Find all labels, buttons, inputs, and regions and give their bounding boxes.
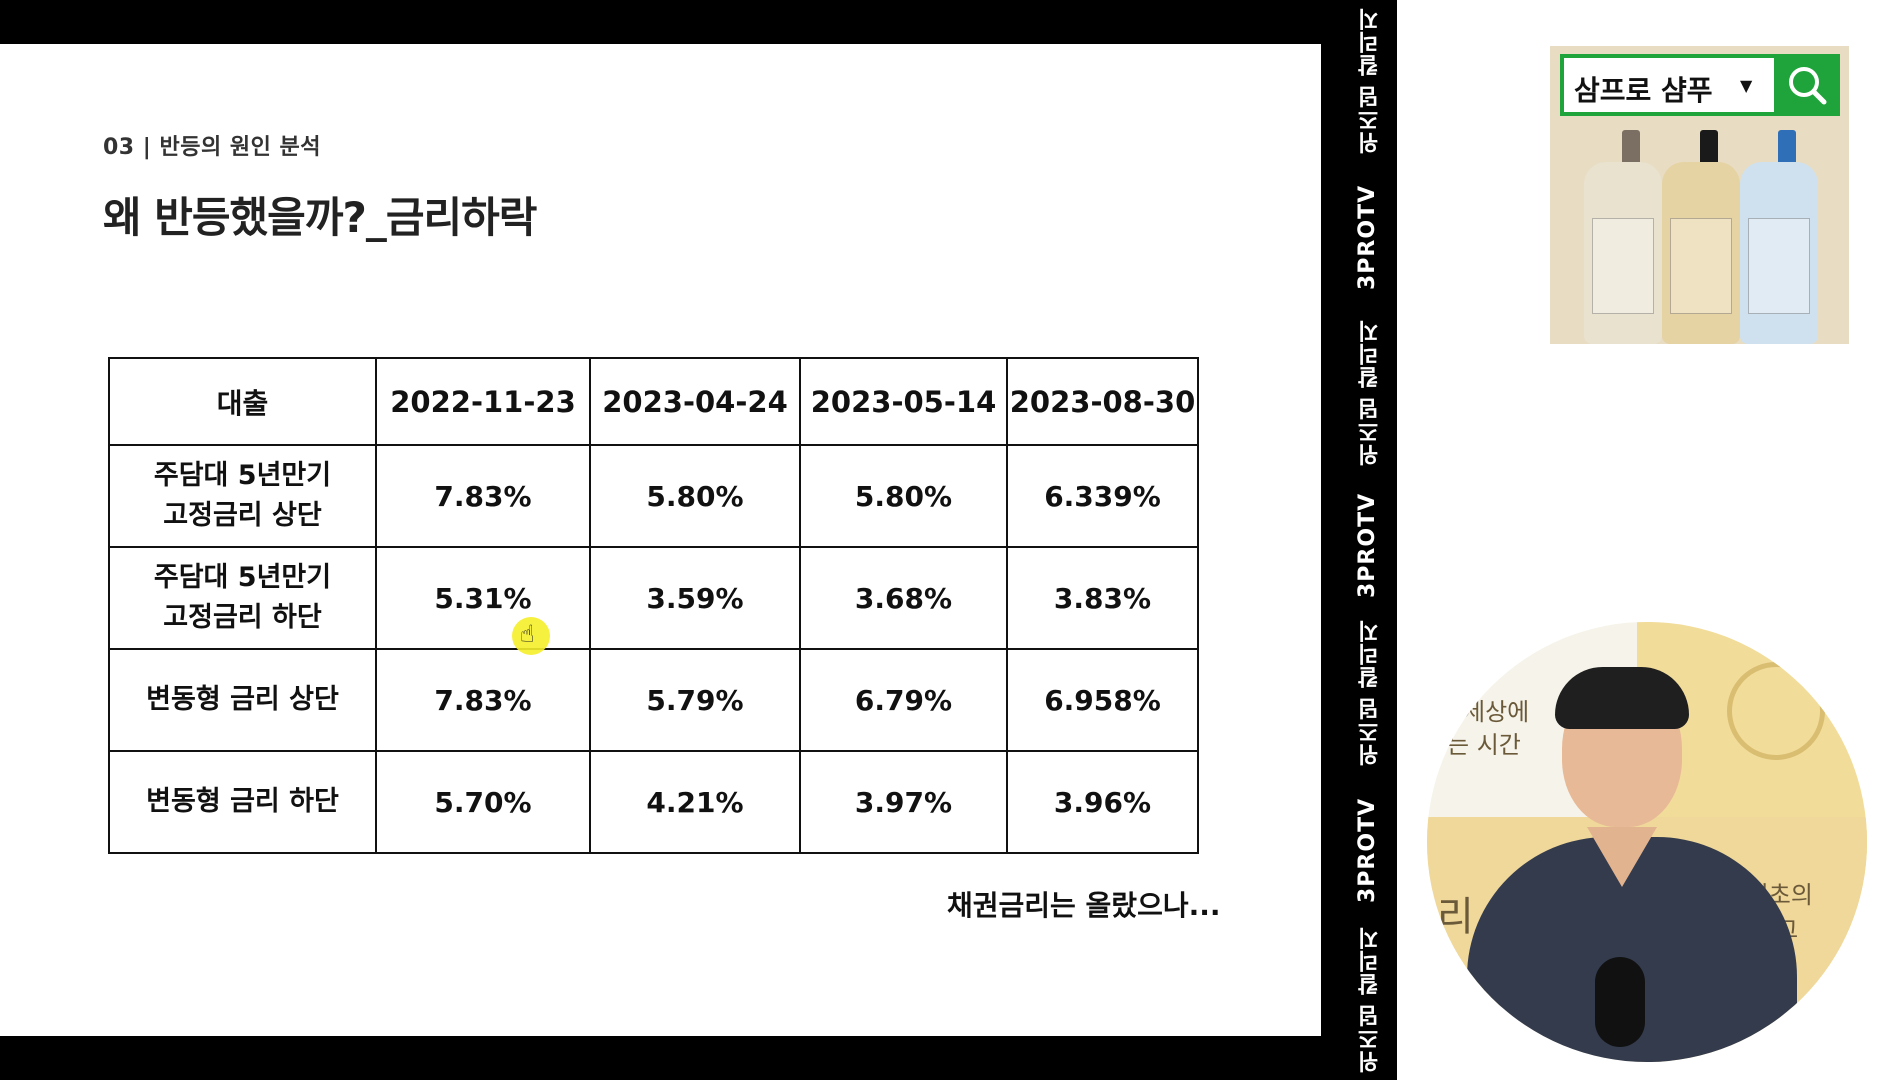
table-header-cell: 2023-08-30 [1006,357,1199,446]
ad-search-button[interactable] [1774,54,1840,116]
slide-note: 채권금리는 올랐으나... [947,889,1221,922]
rate-cell: 7.83% [375,648,591,752]
shampoo-bottle [1740,162,1818,344]
presenter-hair [1555,667,1689,729]
table-row: 변동형 금리 상단 7.83% 5.79% 6.79% 6.958% [108,648,1199,752]
shampoo-bottle [1662,162,1740,344]
cursor-highlight [512,617,550,655]
row-label: 주담대 5년만기 고정금리 하단 [108,546,377,650]
presentation-slide: 03 | 반등의 원인 분석 왜 반등했을까?_금리하락 대출 2022-11-… [0,44,1321,1036]
row-label: 주담대 5년만기 고정금리 상단 [108,444,377,548]
shampoo-ad-banner[interactable]: 삼프로 샴푸 ▼ [1550,46,1849,344]
table-header-row: 대출 2022-11-23 2023-04-24 2023-05-14 2023… [108,357,1199,446]
table-header-cell: 2023-04-24 [589,357,801,446]
slide-title: 왜 반등했을까?_금리하락 [103,193,537,242]
ad-search-query: 삼프로 샴푸 [1574,74,1713,107]
rate-cell: 5.79% [589,648,801,752]
watermark-text: 3PROTV [1355,492,1380,598]
bodywash-bottle [1584,162,1662,344]
row-label: 변동형 금리 상단 [108,648,377,752]
laurel-emblem-icon [1727,662,1825,760]
table-row: 주담대 5년만기 고정금리 하단 5.31% 3.59% 3.68% 3.83% [108,546,1199,650]
rate-cell: 3.59% [589,546,801,650]
rate-cell: 7.83% [375,444,591,548]
rate-cell: 5.80% [589,444,801,548]
table-header-cell: 대출 [108,357,377,446]
watermark-text: 위즈덤 칼리지 [1358,619,1383,767]
rate-cell: 5.31% [375,546,591,650]
row-label: 변동형 금리 하단 [108,750,377,854]
backdrop-text: 는 시간 [1447,731,1521,759]
watermark-text: 위즈덤 칼리지 [1358,319,1383,467]
rate-cell: 6.958% [1006,648,1199,752]
watermark-text: 3PROTV [1355,184,1380,290]
watermark-text: 위즈덤 칼리지 [1358,7,1383,155]
watermark-text: 3PROTV [1355,797,1380,903]
rate-cell: 5.70% [375,750,591,854]
microphone-icon [1595,957,1645,1047]
dropdown-caret-icon: ▼ [1740,76,1753,95]
rate-cell: 3.83% [1006,546,1199,650]
section-label: 03 | 반등의 원인 분석 [103,135,321,160]
rate-cell: 6.79% [799,648,1008,752]
table-row: 변동형 금리 하단 5.70% 4.21% 3.97% 3.96% [108,750,1199,854]
table-row: 주담대 5년만기 고정금리 상단 7.83% 5.80% 5.80% 6.339… [108,444,1199,548]
bottle-label [1592,218,1654,314]
table-header-cell: 2022-11-23 [375,357,591,446]
bottle-label [1670,218,1732,314]
rate-cell: 3.97% [799,750,1008,854]
channel-watermark-strip: 위즈덤 칼리지 3PROTV 위즈덤 칼리지 3PROTV 위즈덤 칼리지 3P… [1355,0,1397,1080]
search-icon [1789,67,1827,105]
table-header-cell: 2023-05-14 [799,357,1008,446]
mortgage-rate-table: 대출 2022-11-23 2023-04-24 2023-05-14 2023… [108,357,1199,854]
hand-cursor-icon: ☝ [520,620,535,648]
watermark-text: 위즈덤 칼리지 [1358,926,1383,1074]
rate-cell: 4.21% [589,750,801,854]
bottle-label [1748,218,1810,314]
rate-cell: 3.68% [799,546,1008,650]
backdrop-text: 세상에 [1463,698,1530,726]
rate-cell: 6.339% [1006,444,1199,548]
webcam-feed: 세상에 는 시간 세 최초의 프로그 리 키 [1427,622,1867,1062]
ad-search-box[interactable]: 삼프로 샴푸 ▼ [1560,54,1840,116]
rate-cell: 3.96% [1006,750,1199,854]
rate-cell: 5.80% [799,444,1008,548]
